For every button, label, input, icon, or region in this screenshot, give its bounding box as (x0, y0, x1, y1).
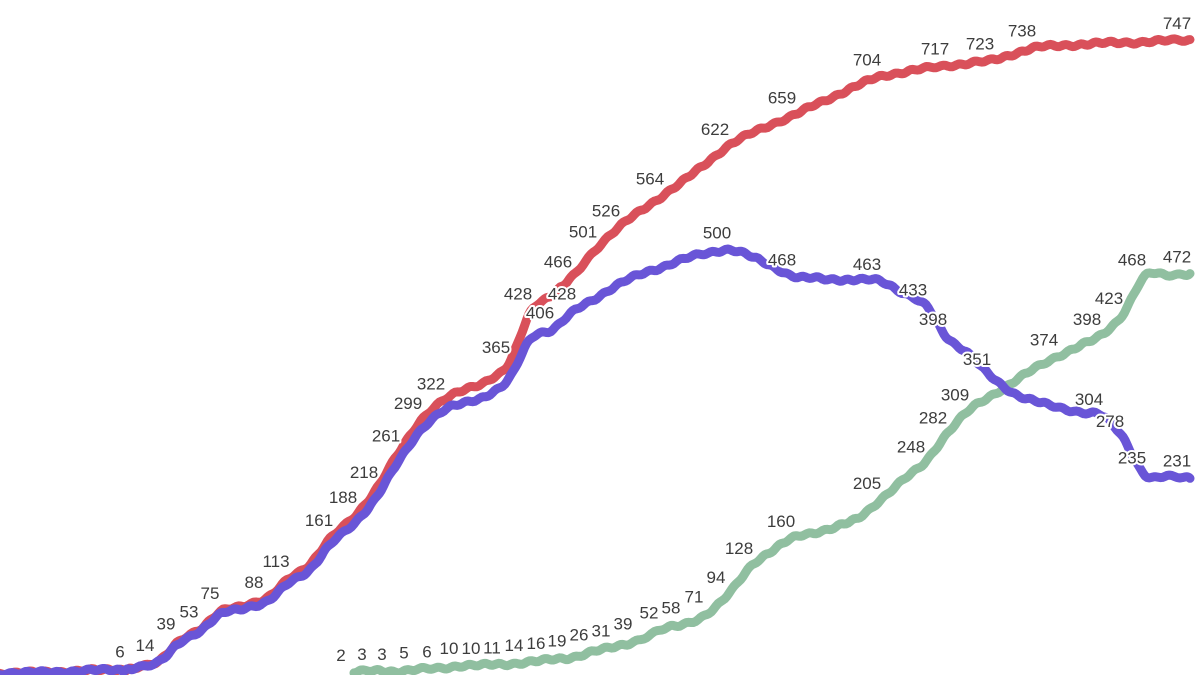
red-series-data-label: 322 (417, 375, 445, 394)
purple-series-data-label: 235 (1118, 448, 1146, 467)
purple-series-data-label: 231 (1163, 452, 1191, 471)
red-series-data-label: 747 (1163, 14, 1191, 33)
red-series-data-label: 14 (136, 636, 155, 655)
red-series-data-label: 501 (569, 223, 597, 242)
purple-series-data-label: 500 (703, 224, 731, 243)
green-series-data-label: 71 (685, 588, 704, 607)
green-series-data-label: 3 (377, 645, 386, 664)
red-series-data-label: 659 (768, 89, 796, 108)
green-series-data-label: 14 (505, 636, 524, 655)
green-series-data-label: 374 (1030, 330, 1058, 349)
green-series-data-label: 398 (1073, 310, 1101, 329)
red-series-data-label: 466 (544, 252, 572, 271)
purple-series-data-label: 468 (768, 251, 796, 270)
purple-series-data-label: 351 (963, 350, 991, 369)
green-series-data-label: 309 (941, 386, 969, 405)
green-series-data-label: 10 (462, 639, 481, 658)
green-series-data-label: 39 (614, 615, 633, 634)
purple-series-data-label: 406 (526, 303, 554, 322)
red-series-data-label: 113 (262, 552, 289, 571)
red-series-data-label: 622 (701, 120, 729, 139)
green-series-data-label: 282 (919, 409, 947, 428)
purple-series-data-label: 278 (1096, 412, 1124, 431)
red-series-line (0, 34, 1195, 675)
green-series-data-label: 6 (422, 643, 431, 662)
red-series-data-label: 723 (966, 34, 994, 53)
red-series-data-label: 564 (636, 169, 664, 188)
green-series-data-label: 205 (853, 474, 881, 493)
green-series-data-label: 2 (336, 646, 345, 665)
red-series-data-label: 6 (115, 643, 124, 662)
green-series-data-label: 3 (357, 645, 366, 664)
green-series-data-label: 19 (548, 632, 567, 651)
green-series-line (349, 268, 1195, 675)
red-series-data-label: 717 (921, 40, 949, 59)
red-series-data-label: 188 (329, 488, 357, 507)
purple-series-data-label: 398 (919, 310, 947, 329)
red-series-data-label: 53 (180, 603, 199, 622)
green-series-data-label: 31 (592, 621, 611, 640)
green-series-data-label: 11 (483, 638, 501, 657)
red-series-data-label: 261 (372, 426, 400, 445)
red-series-data-label: 75 (201, 584, 220, 603)
green-series-data-label: 423 (1095, 289, 1123, 308)
green-series-data-label: 26 (570, 626, 589, 645)
green-series-data-label: 128 (725, 539, 753, 558)
red-series-data-label: 526 (592, 202, 620, 221)
green-series-data-label: 94 (707, 568, 726, 587)
red-series-data-label: 299 (394, 394, 422, 413)
purple-series-data-label: 304 (1075, 390, 1103, 409)
red-series-data-label: 161 (305, 511, 333, 530)
red-series-data-label: 428 (504, 285, 532, 304)
green-series-data-label: 472 (1163, 247, 1191, 266)
green-series-data-label: 468 (1118, 251, 1146, 270)
green-series-data-label: 10 (440, 639, 459, 658)
green-series-data-label: 5 (399, 644, 408, 663)
purple-series-line (0, 244, 1195, 675)
green-series-data-label: 248 (897, 437, 925, 456)
red-series-data-label: 88 (245, 573, 264, 592)
green-series-data-label: 58 (662, 599, 681, 618)
purple-series-data-label: 428 (548, 285, 576, 304)
green-series-data-label: 52 (640, 604, 659, 623)
green-series-data-label: 160 (767, 512, 795, 531)
green-series-data-label: 16 (527, 634, 546, 653)
red-series-data-label: 704 (853, 51, 881, 70)
red-series-data-label: 218 (350, 463, 378, 482)
red-series-data-label: 39 (157, 615, 176, 634)
purple-series-data-label: 463 (853, 255, 881, 274)
red-series-data-label: 365 (482, 338, 510, 357)
purple-series-data-label: 433 (899, 280, 927, 299)
red-series-data-label: 738 (1008, 22, 1036, 41)
